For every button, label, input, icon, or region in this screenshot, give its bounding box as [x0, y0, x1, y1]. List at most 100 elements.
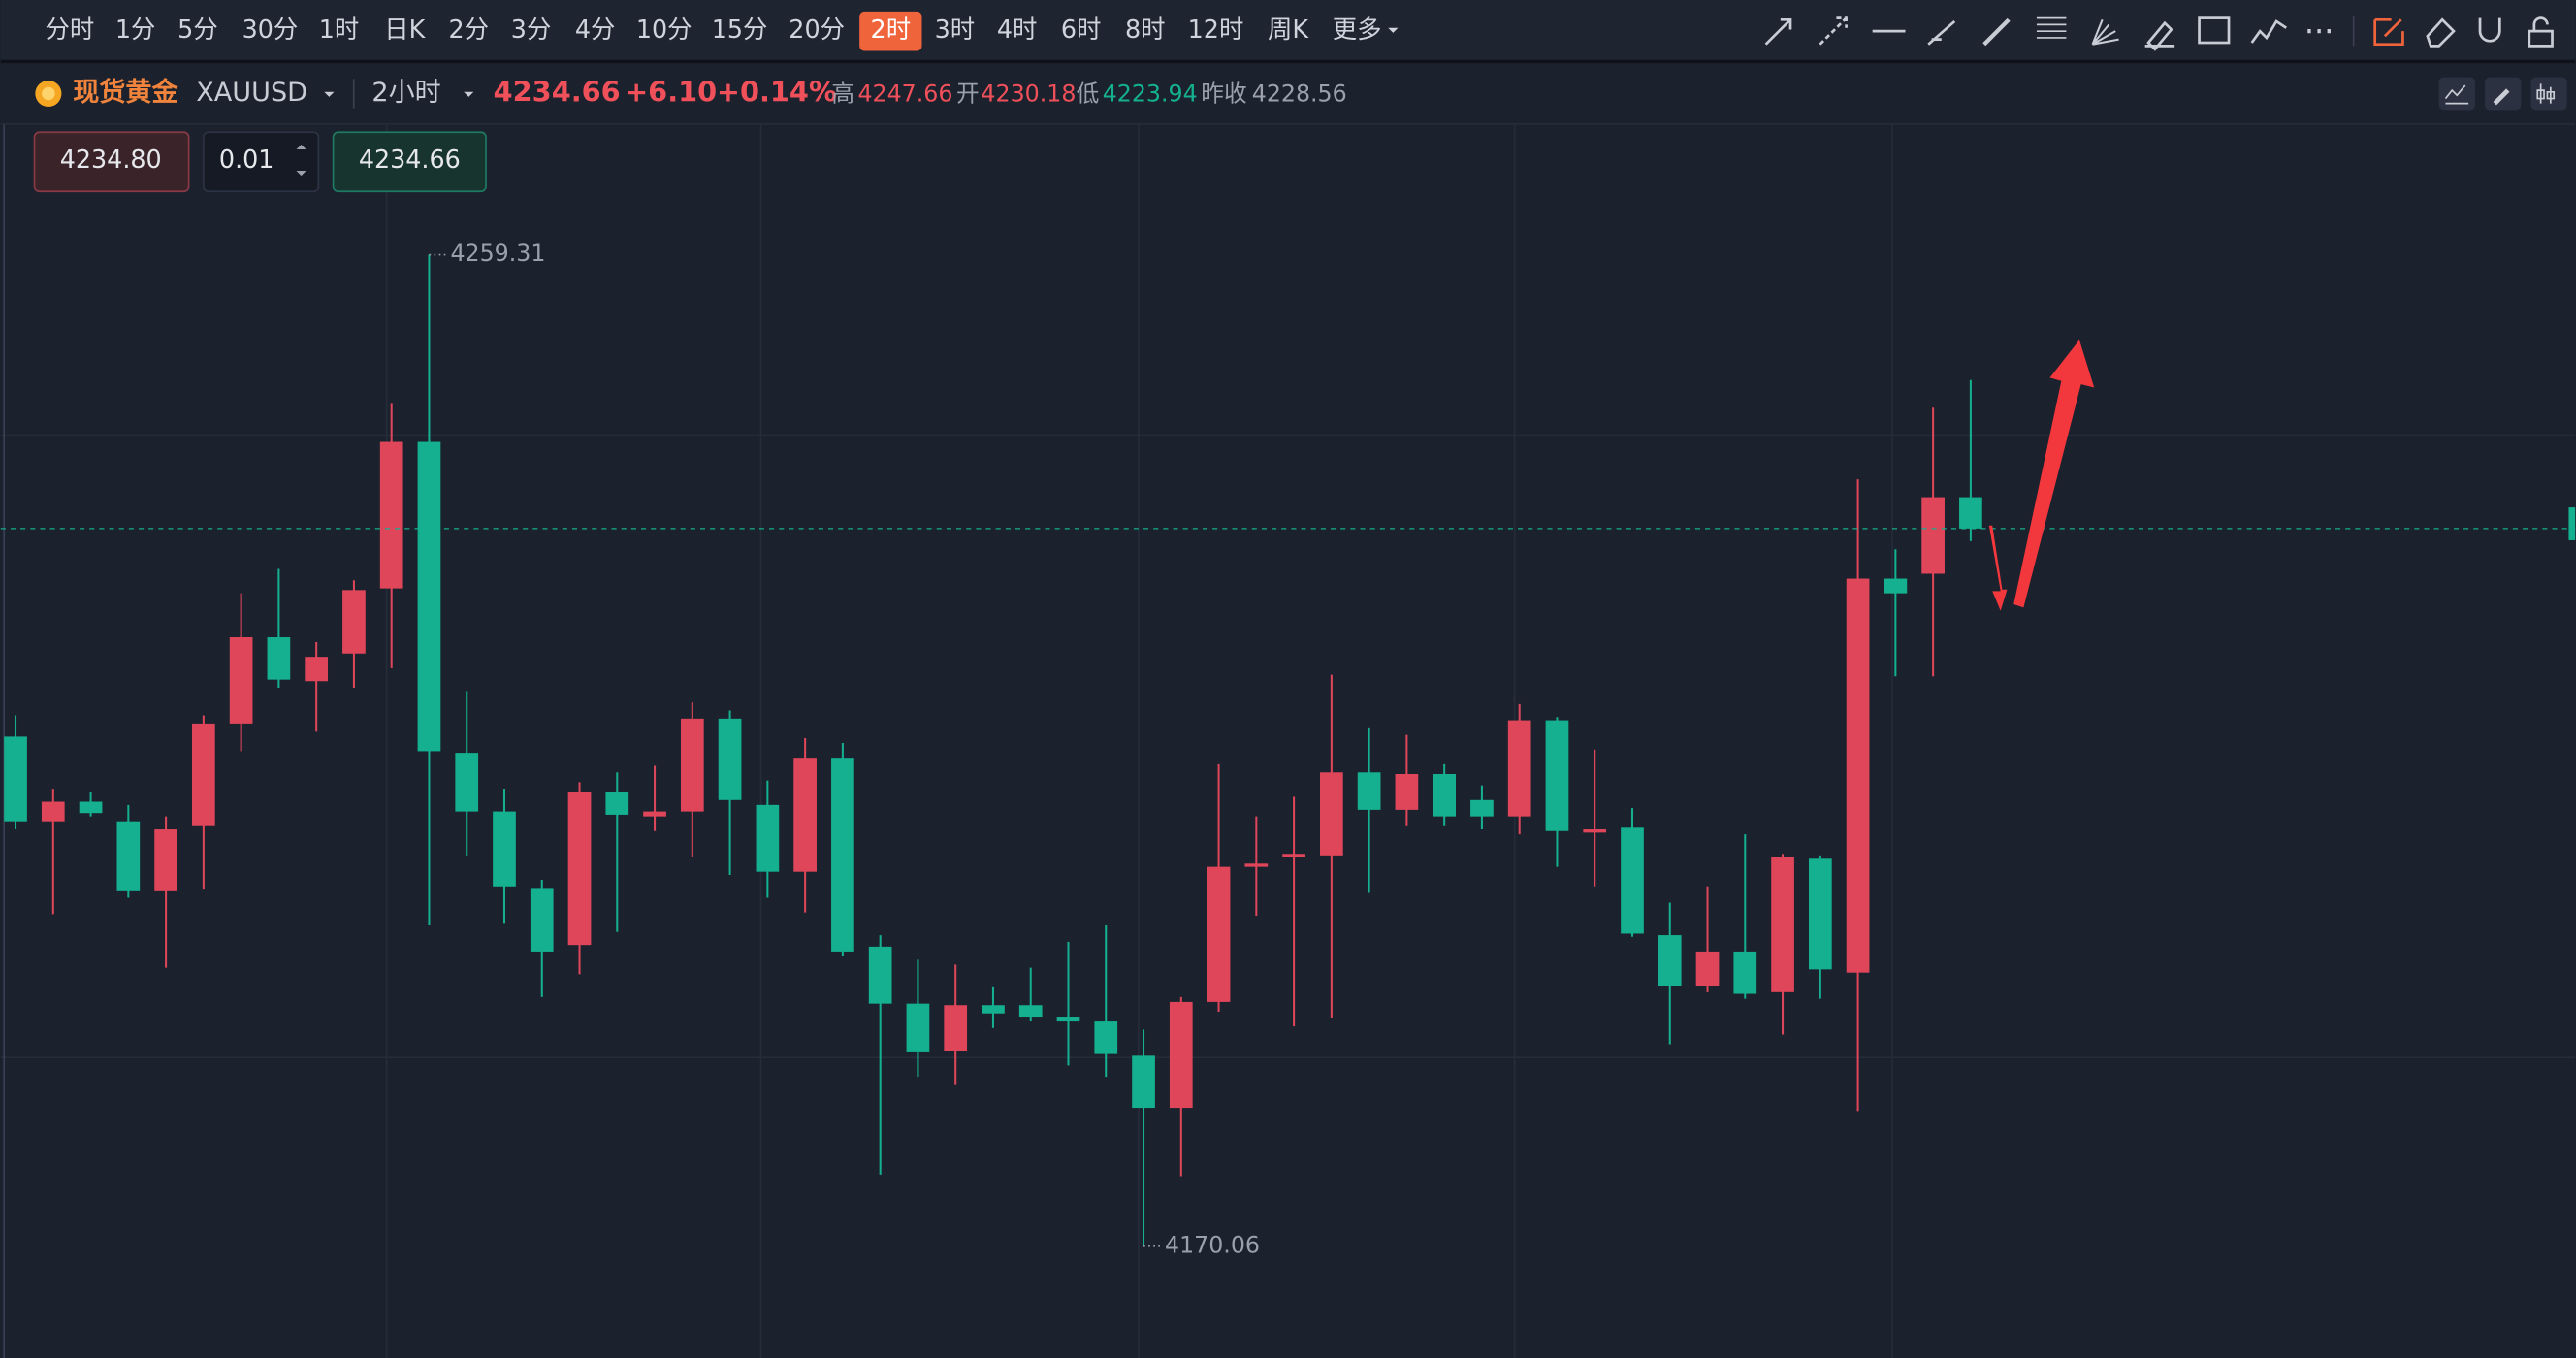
- symbol[interactable]: XAUUSD: [196, 78, 307, 108]
- tool-icon[interactable]: [2250, 19, 2288, 44]
- candle-body: [1094, 1021, 1118, 1054]
- candle-body: [1884, 578, 1908, 594]
- period-tab[interactable]: 4时: [997, 15, 1038, 44]
- tool-icon[interactable]: [2091, 18, 2119, 46]
- period-tab[interactable]: 3时: [935, 15, 976, 44]
- lots: 0.01: [219, 145, 274, 174]
- caret: [324, 91, 335, 97]
- candle-body: [1357, 772, 1381, 810]
- candle-body: [1320, 772, 1343, 856]
- period-tab[interactable]: 日K: [384, 15, 426, 44]
- candle-body: [267, 637, 291, 680]
- low: 4223.94: [1103, 81, 1198, 108]
- open-label: 开: [956, 81, 980, 108]
- candle-body: [605, 792, 629, 815]
- candle-body: [1583, 829, 1607, 833]
- tool-icon[interactable]: [2426, 17, 2456, 48]
- change: +6.10: [625, 75, 717, 108]
- coin-icon: [42, 86, 55, 101]
- candle-body: [229, 637, 253, 724]
- tool-icon[interactable]: [2478, 17, 2501, 43]
- period-tab[interactable]: 周K: [1268, 15, 1309, 44]
- tool-icon[interactable]: [2198, 16, 2231, 45]
- period-tab[interactable]: 15分: [712, 15, 768, 44]
- period-tab[interactable]: 4分: [575, 15, 616, 44]
- icon: [2493, 88, 2510, 106]
- tool-icon[interactable]: [1764, 17, 1792, 46]
- period-tab[interactable]: 20分: [789, 15, 845, 44]
- candle-body: [1921, 497, 1945, 574]
- annotation-arrow: [2013, 340, 2095, 608]
- period-tab[interactable]: 3分: [511, 15, 552, 44]
- period-tab[interactable]: 1分: [115, 15, 156, 44]
- tool-icon[interactable]: [1982, 17, 2011, 47]
- period-tab[interactable]: 2分: [448, 15, 489, 44]
- tool-icon[interactable]: [2036, 16, 2067, 39]
- candle-body: [1018, 1005, 1043, 1018]
- prev-close-label: 昨收: [1201, 81, 1246, 108]
- sell-button[interactable]: [33, 131, 190, 193]
- buy-price: 4234.66: [359, 145, 461, 174]
- buy-button[interactable]: [332, 131, 487, 193]
- period-tab[interactable]: 8时: [1125, 15, 1166, 44]
- instrument-name: 现货黄金: [73, 77, 178, 108]
- period-tab[interactable]: 10分: [636, 15, 692, 44]
- candle-body: [1132, 1055, 1155, 1109]
- candle-body: [116, 821, 141, 891]
- candle-body: [756, 804, 780, 872]
- candle-body: [1695, 951, 1720, 986]
- candle-body: [493, 811, 516, 887]
- tool-icon[interactable]: [2144, 20, 2175, 51]
- candle-body: [1507, 720, 1531, 817]
- period-tab[interactable]: 分时: [46, 15, 95, 44]
- annotation-arrow: [1988, 525, 2008, 611]
- period[interactable]: 2小时: [371, 78, 440, 108]
- high-label: 高: [831, 81, 854, 108]
- lots-input[interactable]: [203, 131, 320, 193]
- icon: [2444, 84, 2469, 105]
- period-tab[interactable]: 2时: [871, 15, 912, 44]
- button[interactable]: [2438, 77, 2475, 111]
- icon: [2536, 83, 2556, 104]
- extreme-label: 4170.06: [1165, 1231, 1260, 1258]
- candle-body: [868, 946, 892, 1004]
- candle-body: [718, 718, 742, 800]
- candle-body: [793, 758, 817, 872]
- price-marker: [2568, 507, 2576, 540]
- candle-body: [1395, 774, 1419, 810]
- period-tab[interactable]: 12时: [1188, 15, 1244, 44]
- candle-body: [831, 758, 854, 952]
- candle-body: [906, 1003, 930, 1052]
- candle-body: [944, 1005, 968, 1051]
- period-tab[interactable]: 30分: [242, 15, 299, 44]
- candle-body: [1658, 935, 1682, 986]
- period-tab[interactable]: 更多: [1333, 15, 1382, 44]
- candle-body: [1771, 857, 1794, 992]
- tool-icon[interactable]: [2528, 16, 2554, 48]
- button[interactable]: [2530, 77, 2567, 111]
- period-tab[interactable]: 5分: [177, 15, 218, 44]
- candle-body: [192, 723, 215, 826]
- candle-body: [1621, 827, 1644, 934]
- candle-body: [1056, 1017, 1080, 1022]
- candle-body: [379, 441, 403, 589]
- candle-body: [1545, 720, 1569, 831]
- period-tab[interactable]: 6时: [1061, 15, 1102, 44]
- tool-icon[interactable]: [1927, 19, 1956, 46]
- caret: [464, 91, 474, 97]
- candle-body: [567, 792, 592, 946]
- candle-body: [1733, 951, 1757, 994]
- candle-body: [1959, 497, 1982, 529]
- candle-body: [680, 718, 704, 812]
- tool-icon[interactable]: [1819, 16, 1848, 46]
- candle-body: [1808, 858, 1832, 970]
- tool-icon[interactable]: [2373, 17, 2404, 47]
- period-tab[interactable]: 1时: [319, 15, 360, 44]
- candle-body: [530, 888, 554, 952]
- extreme-label: 4259.31: [450, 240, 545, 267]
- last-price: 4234.66: [494, 75, 621, 108]
- header-buttons: [2438, 77, 2567, 111]
- candle-body: [79, 801, 103, 814]
